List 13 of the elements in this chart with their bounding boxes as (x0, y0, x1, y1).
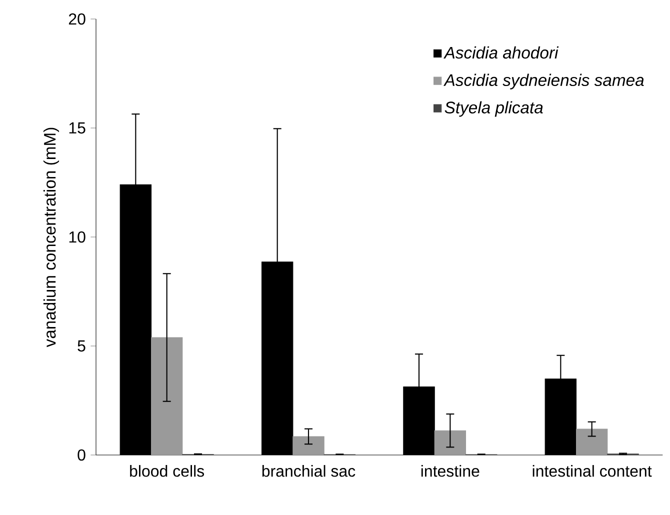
x-tick-label: intestine (421, 465, 480, 477)
y-tick-label: 5 (78, 340, 86, 352)
legend-label: Ascidia ahodori (443, 46, 559, 59)
legend-label: Styela plicata (444, 101, 543, 117)
x-tick-label: branchial sac (262, 465, 356, 477)
y-tick-label: 0 (78, 449, 86, 461)
y-tick-label: 15 (69, 122, 86, 134)
legend-label: Ascidia sydneiensis samea (443, 74, 644, 90)
y-tick-label: 20 (68, 13, 86, 25)
x-tick-label: intestinal content (532, 465, 652, 477)
y-tick-label: 10 (69, 231, 86, 243)
y-axis-title: vanadium concentration (mM) (43, 128, 60, 348)
x-tick-label: blood cells (130, 465, 204, 477)
